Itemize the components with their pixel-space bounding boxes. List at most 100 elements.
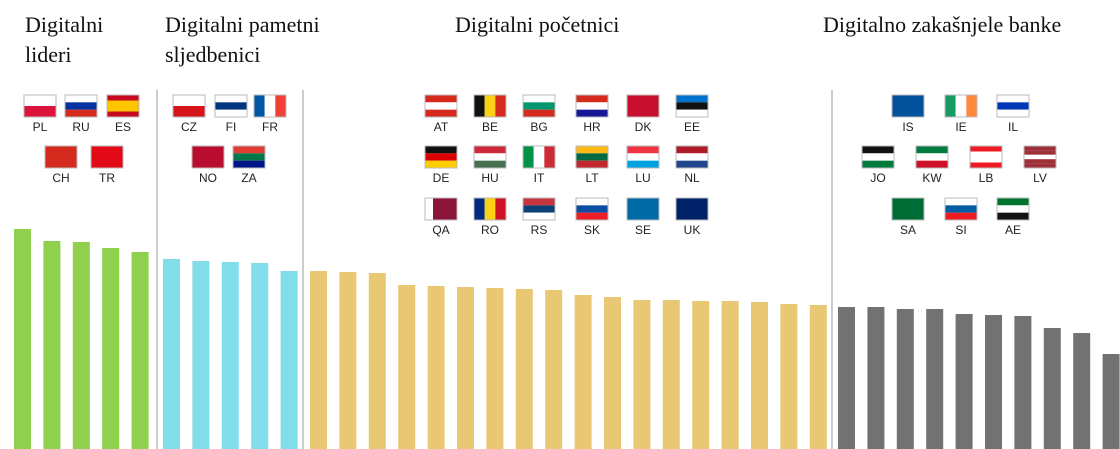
- flag-stripe: [862, 160, 894, 168]
- flag-stripe: [970, 146, 1002, 152]
- flag-stripe: [495, 198, 506, 220]
- flag-border: [861, 145, 895, 169]
- flag-stripe: [997, 109, 1029, 117]
- flag-stripe: [862, 153, 894, 161]
- bar: [1043, 328, 1061, 449]
- flag-stripe: [676, 102, 708, 110]
- flag-stripe: [233, 146, 265, 154]
- bar: [102, 248, 120, 449]
- flag-stripe: [627, 198, 659, 220]
- country-label: NO: [199, 171, 217, 185]
- bar: [457, 287, 474, 449]
- flag-stripe: [576, 160, 608, 168]
- flag-stripe: [955, 95, 967, 117]
- flag-stripe: [533, 146, 545, 168]
- flag-stripe: [970, 162, 1002, 168]
- flag-stripe: [523, 95, 555, 103]
- flag-border: [575, 197, 609, 221]
- flag-border: [891, 197, 925, 221]
- flag-stripe: [676, 160, 708, 168]
- flag-border: [626, 145, 660, 169]
- country-label: DE: [433, 171, 450, 185]
- flag-stripe: [107, 106, 139, 112]
- flag-stripe: [576, 95, 608, 103]
- flag-stripe: [523, 109, 555, 117]
- country-label: RO: [481, 223, 499, 237]
- flag-border: [424, 94, 458, 118]
- flag-stripe: [24, 95, 56, 106]
- flag-stripe: [107, 111, 139, 117]
- flag-stripe: [544, 146, 555, 168]
- flag-stripe: [576, 198, 608, 206]
- flag-border: [915, 145, 949, 169]
- bar: [926, 309, 944, 449]
- country-label: JO: [870, 171, 885, 185]
- country-label: AE: [1005, 223, 1021, 237]
- flag-border: [232, 145, 266, 169]
- flag-stripe: [449, 198, 457, 220]
- bar: [604, 297, 621, 449]
- flag-stripe: [916, 153, 948, 161]
- country-label: FR: [262, 120, 278, 134]
- bar: [780, 304, 798, 449]
- flag-stripe: [107, 95, 139, 101]
- flag-stripe: [1024, 150, 1056, 155]
- flag-stripe: [576, 146, 608, 154]
- bar: [867, 307, 885, 449]
- country-label: ZA: [241, 171, 256, 185]
- country-label: RS: [531, 223, 548, 237]
- flag-stripe: [425, 160, 457, 168]
- flag-border: [23, 94, 57, 118]
- flag-border: [575, 145, 609, 169]
- flag-stripe: [441, 198, 449, 220]
- flag-stripe: [523, 198, 555, 206]
- flag-border: [996, 197, 1030, 221]
- flag-stripe: [676, 198, 708, 220]
- flag-border: [424, 145, 458, 169]
- flag-border: [944, 94, 978, 118]
- country-label: CZ: [181, 120, 197, 134]
- flag-stripe: [192, 146, 224, 168]
- flag-stripe: [576, 212, 608, 220]
- flag-stripe: [676, 153, 708, 161]
- flag-stripe: [945, 205, 977, 213]
- flag-stripe: [676, 109, 708, 117]
- country-label: QA: [432, 223, 449, 237]
- flag-stripe: [523, 102, 555, 110]
- country-label: IL: [1008, 120, 1018, 134]
- bar: [809, 305, 827, 449]
- flag-stripe: [523, 212, 555, 220]
- flag-stripe: [862, 146, 894, 154]
- flag-stripe: [173, 95, 205, 106]
- country-label: LB: [979, 171, 994, 185]
- bar: [339, 272, 357, 449]
- flag-stripe: [45, 146, 77, 168]
- flag-stripe: [425, 102, 457, 110]
- bar: [721, 301, 739, 449]
- bar: [574, 295, 592, 449]
- country-label: IS: [902, 120, 913, 134]
- flag-border: [626, 94, 660, 118]
- flag-border: [191, 145, 225, 169]
- country-label: LT: [585, 171, 599, 185]
- country-label: CH: [52, 171, 69, 185]
- flag-stripe: [1024, 154, 1056, 160]
- bar: [692, 301, 710, 449]
- flag-border: [944, 197, 978, 221]
- flag-stripe: [966, 95, 977, 117]
- flag-stripe: [215, 95, 247, 103]
- flag-border: [106, 94, 140, 118]
- flag-stripe: [275, 95, 286, 117]
- flag-stripe: [484, 198, 496, 220]
- flag-stripe: [945, 198, 977, 206]
- flag-stripe: [233, 160, 265, 168]
- bar: [221, 262, 239, 449]
- country-label: TR: [99, 171, 115, 185]
- flag-stripe: [107, 100, 139, 106]
- bar: [131, 252, 149, 449]
- country-label: DK: [635, 120, 652, 134]
- flag-stripe: [24, 106, 56, 117]
- group-title: Digitalni početnici: [455, 12, 620, 37]
- flag-border: [253, 94, 287, 118]
- flag-stripe: [65, 109, 97, 117]
